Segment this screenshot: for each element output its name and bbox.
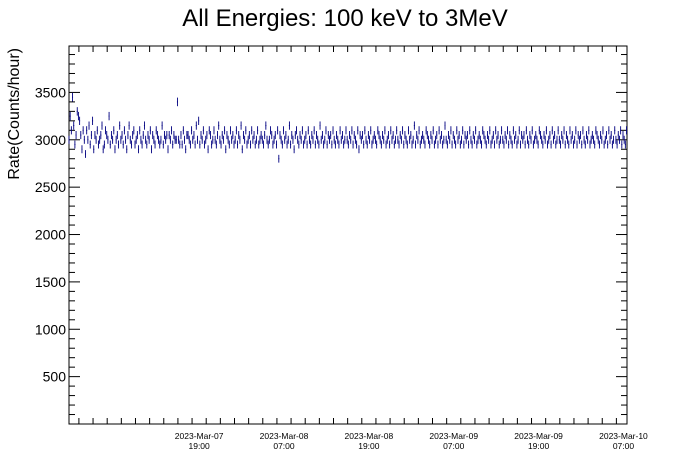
x-tick-label-date: 2023-Mar-10 xyxy=(599,431,648,441)
x-tick-label-date: 2023-Mar-09 xyxy=(514,431,563,441)
x-tick-label-time: 19:00 xyxy=(188,441,210,451)
x-tick-label-time: 19:00 xyxy=(528,441,550,451)
y-tick-label: 2500 xyxy=(35,179,66,195)
x-axis: 2023-Mar-0719:002023-Mar-0807:002023-Mar… xyxy=(78,46,648,451)
y-tick-label: 1000 xyxy=(35,321,66,337)
data-series xyxy=(68,92,628,163)
x-tick-label-date: 2023-Mar-08 xyxy=(345,431,394,441)
x-tick-label-date: 2023-Mar-09 xyxy=(429,431,478,441)
x-tick-label-time: 07:00 xyxy=(613,441,635,451)
y-tick-label: 3500 xyxy=(35,84,66,100)
y-tick-label: 3000 xyxy=(35,132,66,148)
y-tick-label: 2000 xyxy=(35,227,66,243)
y-tick-label: 1500 xyxy=(35,274,66,290)
x-tick-label-time: 19:00 xyxy=(358,441,380,451)
chart-title: All Energies: 100 keV to 3MeV xyxy=(182,5,508,32)
x-tick-label-time: 07:00 xyxy=(443,441,465,451)
x-tick-label-date: 2023-Mar-08 xyxy=(260,431,309,441)
y-axis-label: Rate(Counts/hour) xyxy=(6,48,23,180)
plot-frame xyxy=(68,45,628,425)
x-tick-label-time: 07:00 xyxy=(273,441,295,451)
y-tick-label: 500 xyxy=(43,369,67,385)
x-tick-label-date: 2023-Mar-07 xyxy=(175,431,224,441)
y-axis: 500 1000 1500 2000 2500 3000 3500 xyxy=(35,54,627,425)
